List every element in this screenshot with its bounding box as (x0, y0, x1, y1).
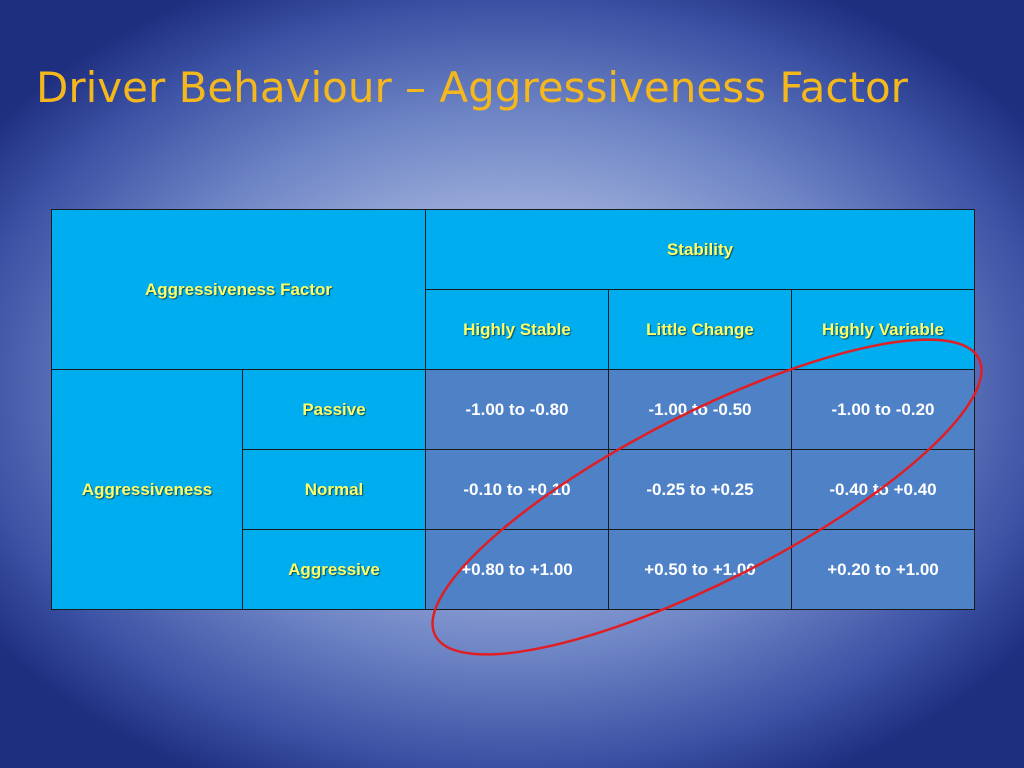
row-label-normal: Normal (242, 449, 426, 530)
row-group-header-aggressiveness: Aggressiveness (51, 369, 243, 610)
aggressiveness-factor-table: Aggressiveness Factor Stability Highly S… (51, 209, 975, 610)
row-label-aggressive: Aggressive (242, 529, 426, 610)
cell-aggressive-highly-stable: +0.80 to +1.00 (425, 529, 609, 610)
column-header-highly-variable: Highly Variable (791, 289, 975, 370)
cell-passive-little-change: -1.00 to -0.50 (608, 369, 792, 450)
cell-passive-highly-variable: -1.00 to -0.20 (791, 369, 975, 450)
table-header-row: Aggressiveness Factor Stability (51, 209, 975, 370)
corner-header-cell: Aggressiveness Factor (51, 209, 426, 370)
stability-header-cell: Stability (425, 209, 975, 290)
cell-normal-little-change: -0.25 to +0.25 (608, 449, 792, 530)
cell-normal-highly-stable: -0.10 to +0.10 (425, 449, 609, 530)
column-header-highly-stable: Highly Stable (425, 289, 609, 370)
cell-passive-highly-stable: -1.00 to -0.80 (425, 369, 609, 450)
cell-normal-highly-variable: -0.40 to +0.40 (791, 449, 975, 530)
column-header-little-change: Little Change (608, 289, 792, 370)
table-row-passive: Aggressiveness Passive -1.00 to -0.80 -1… (51, 369, 975, 610)
row-label-passive: Passive (242, 369, 426, 450)
cell-aggressive-little-change: +0.50 to +1.00 (608, 529, 792, 610)
cell-aggressive-highly-variable: +0.20 to +1.00 (791, 529, 975, 610)
slide-title: Driver Behaviour – Aggressiveness Factor (36, 63, 908, 112)
